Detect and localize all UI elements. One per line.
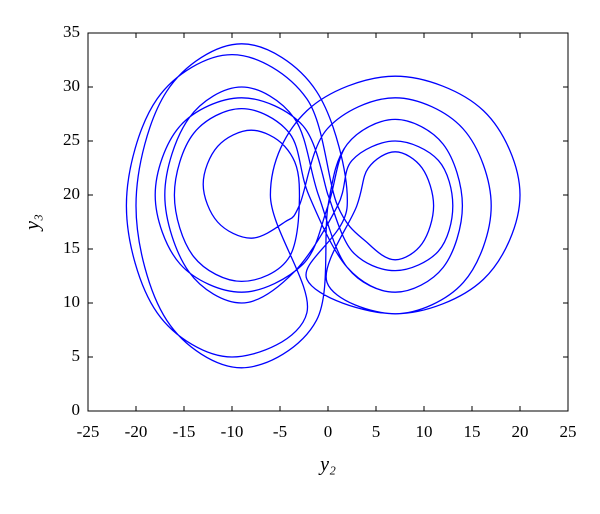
x-tick-label: -25 xyxy=(77,422,100,441)
x-tick-label: -10 xyxy=(221,422,244,441)
x-tick-label: 0 xyxy=(324,422,333,441)
x-tick-label: 20 xyxy=(512,422,529,441)
x-tick-label: 15 xyxy=(464,422,481,441)
x-tick-label: -5 xyxy=(273,422,287,441)
y-tick-label: 25 xyxy=(63,130,80,149)
series-line xyxy=(125,43,521,369)
plot-frame xyxy=(87,32,569,412)
y-tick-label: 0 xyxy=(72,400,81,419)
x-tick-label: 5 xyxy=(372,422,381,441)
y-tick-label: 30 xyxy=(63,76,80,95)
y-tick-label: 15 xyxy=(63,238,80,257)
x-tick-label: -15 xyxy=(173,422,196,441)
y-tick-label: 5 xyxy=(72,346,81,365)
x-axis-label: y₂ xyxy=(318,454,336,476)
y-axis-label: y₃ xyxy=(22,214,44,232)
x-tick-label: -20 xyxy=(125,422,148,441)
y-tick-label: 35 xyxy=(63,22,80,41)
x-tick-label: 25 xyxy=(560,422,577,441)
x-tick-label: 10 xyxy=(416,422,433,441)
y-tick-label: 20 xyxy=(63,184,80,203)
y-tick-label: 10 xyxy=(63,292,80,311)
